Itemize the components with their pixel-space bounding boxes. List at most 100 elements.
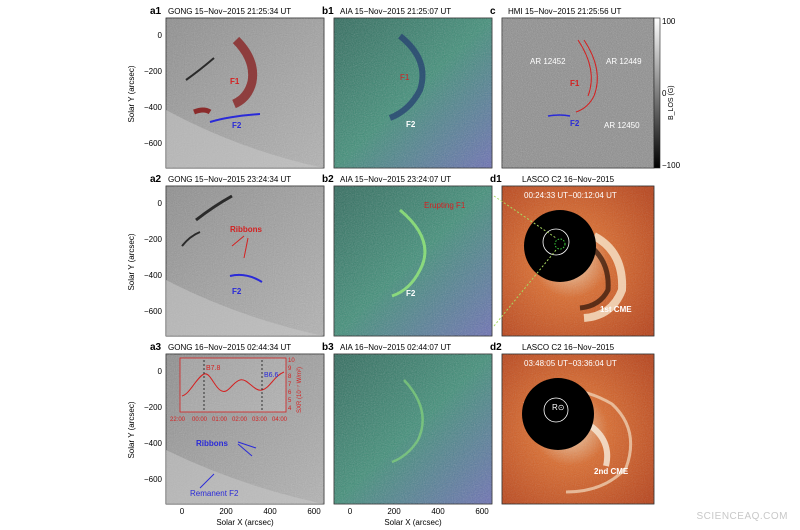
y-tick: −600 [144, 475, 163, 484]
panel-a3-limb [166, 450, 324, 504]
filament-f1-fragment [193, 107, 212, 115]
panel-c-id: c [490, 6, 496, 17]
filament-f1-contour-2 [577, 39, 592, 97]
occulter-disk [522, 378, 594, 450]
y-axis-label: Solar Y (arcsec) [127, 401, 136, 458]
x-tick: 0 [180, 507, 185, 516]
sxr-y-tick: 4 [288, 406, 292, 412]
panel-d1-subtitle: 00:24:33 UT−00:12:04 UT [524, 191, 617, 200]
watermark: SCIENCEAQ.COM [696, 511, 788, 522]
ribbon-arrow-2 [243, 237, 249, 259]
y-axis-row3: 0 −200 −400 −600 [144, 367, 163, 484]
solar-limb-circle [542, 228, 570, 256]
panel-a3: B7.8 B6.6 22:00 00:00 01:00 02:00 03:00 … [150, 342, 325, 505]
panel-b2-title: AIA 15−Nov−2015 23:24:07 UT [340, 175, 451, 184]
x-axis-label: Solar X (arcsec) [216, 518, 274, 527]
panel-b2-id: b2 [322, 174, 334, 185]
panel-a1-title: GONG 15−Nov−2015 21:25:34 UT [168, 7, 291, 16]
ribbon-arrow-2 [237, 443, 253, 457]
label-f2: F2 [570, 119, 580, 128]
erupting-loop [391, 208, 427, 298]
dark-filament [195, 194, 233, 222]
filament-f1-contour [232, 36, 258, 109]
x-tick: 400 [263, 507, 277, 516]
panel-d2-title: LASCO C2 16−Nov−2015 [522, 343, 615, 352]
label-remanent-f2: Remanent F2 [190, 489, 239, 498]
panel-b3-texture [334, 354, 492, 504]
y-tick: −200 [144, 67, 163, 76]
marker-b78: B7.8 [206, 365, 221, 372]
panel-b1: F1 F2 b1 AIA 15−Nov−2015 21:25:07 UT [322, 6, 493, 169]
y-axis-row2: 0 −200 −400 −600 [144, 199, 163, 316]
sxr-y-tick: 6 [288, 390, 292, 396]
y-tick: 0 [158, 31, 163, 40]
colorbar-max: 100 [662, 17, 676, 26]
panel-a2: Ribbons F2 a2 GONG 15−Nov−2015 23:24:34 … [150, 174, 325, 337]
panel-b2-texture [334, 186, 492, 336]
ribbon-arrow [231, 235, 245, 247]
sxr-x-tick: 00:00 [192, 417, 208, 423]
panel-a2-id: a2 [150, 174, 162, 185]
panel-a1-limb [166, 110, 324, 168]
y-tick: −600 [144, 307, 163, 316]
filament-f2-contour [547, 114, 571, 117]
x-tick: 600 [475, 507, 489, 516]
sxr-x-tick: 02:00 [232, 417, 248, 423]
y-axis-label: Solar Y (arcsec) [127, 233, 136, 290]
label-ar12450: AR 12450 [604, 121, 640, 130]
colorbar-zero: 0 [662, 89, 667, 98]
label-f2: F2 [406, 289, 416, 298]
label-f2: F2 [232, 121, 242, 130]
y-tick: −400 [144, 271, 163, 280]
panel-d1-title: LASCO C2 16−Nov−2015 [522, 175, 615, 184]
label-erupting-f1: Erupting F1 [424, 201, 466, 210]
label-f1: F1 [400, 73, 410, 82]
x-tick: 400 [431, 507, 445, 516]
sxr-y-tick: 5 [288, 398, 292, 404]
cme-core [586, 421, 611, 467]
y-axis-row1: 0 −200 −400 −600 [144, 31, 163, 148]
y-tick: −400 [144, 439, 163, 448]
remanent-arrow [199, 473, 215, 489]
panel-a3-id: a3 [150, 342, 162, 353]
x-axis-a3: 0 200 400 600 [180, 507, 321, 516]
panel-d2: R⊙ 03:48:05 UT−03:36:04 UT 2nd CME d2 LA… [490, 342, 655, 505]
sxr-x-tick: 04:00 [272, 417, 288, 423]
y-tick: 0 [158, 199, 163, 208]
sxr-x-ticks: 22:00 00:00 01:00 02:00 03:00 04:00 [170, 417, 288, 423]
sxr-y-tick: 9 [288, 366, 292, 372]
label-1st-cme: 1st CME [600, 305, 632, 314]
cme-front [583, 232, 627, 322]
sxr-x-tick: 03:00 [252, 417, 268, 423]
filament-f1-contour [575, 39, 598, 113]
panel-c: AR 12452 AR 12449 AR 12450 F1 F2 100 0 −… [490, 6, 681, 170]
panel-a3-title: GONG 16−Nov−2015 02:44:34 UT [168, 343, 291, 352]
panel-d2-id: d2 [490, 342, 502, 353]
filament-f1-dark [388, 33, 426, 121]
source-region-marker [554, 238, 566, 250]
panel-c-texture [502, 18, 654, 168]
sxr-y-ticks: 10 9 8 7 6 5 4 [288, 358, 295, 412]
panel-a1: F1 F2 a1 GONG 15−Nov−2015 21:25:34 UT [150, 6, 325, 169]
marker-b66: B6.6 [264, 372, 279, 379]
filament-f2-contour [209, 113, 261, 123]
colorbar-label: B_LOS (G) [668, 85, 675, 120]
x-tick: 600 [307, 507, 321, 516]
panel-d1-id: d1 [490, 174, 502, 185]
panel-b1-id: b1 [322, 6, 334, 17]
panel-b1-texture [334, 18, 492, 168]
label-f2: F2 [232, 287, 242, 296]
panel-b1-title: AIA 15−Nov−2015 21:25:07 UT [340, 7, 451, 16]
x-tick: 0 [348, 507, 353, 516]
sxr-x-tick: 22:00 [170, 417, 186, 423]
y-tick: −400 [144, 103, 163, 112]
label-2nd-cme: 2nd CME [594, 467, 629, 476]
label-f1: F1 [570, 79, 580, 88]
label-f1: F1 [230, 77, 240, 86]
sxr-x-tick: 01:00 [212, 417, 228, 423]
panel-c-title: HMI 15−Nov−2015 21:25:56 UT [508, 7, 622, 16]
panel-a2-title: GONG 15−Nov−2015 23:24:34 UT [168, 175, 291, 184]
sxr-y-tick: 7 [288, 382, 292, 388]
y-axis-label: Solar Y (arcsec) [127, 65, 136, 122]
